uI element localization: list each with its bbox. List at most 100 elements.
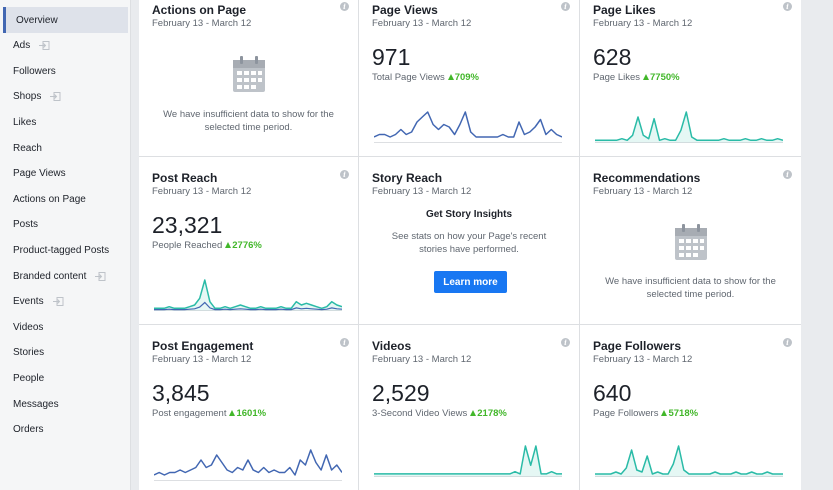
card-title: Story Reach bbox=[372, 171, 443, 185]
sidebar-item-actions-on-page[interactable]: Actions on Page bbox=[0, 187, 130, 213]
sidebar-item-branded-content[interactable]: Branded content bbox=[0, 263, 130, 289]
sidebar-item-label: Overview bbox=[16, 14, 58, 26]
learn-more-button[interactable]: Learn more bbox=[434, 271, 507, 293]
sparkline-secondary-series bbox=[154, 301, 342, 311]
sidebar-item-label: Messages bbox=[13, 398, 59, 410]
delta-value: 5718% bbox=[668, 408, 699, 419]
card-title: Page Likes bbox=[593, 3, 656, 17]
sidebar-item-label: Videos bbox=[13, 321, 44, 333]
sidebar-item-product-tagged-posts[interactable]: Product-tagged Posts bbox=[0, 238, 130, 264]
sparkline-series bbox=[595, 445, 783, 475]
calendar-icon bbox=[232, 55, 266, 98]
metric-delta: 7750% bbox=[643, 72, 680, 83]
metric-label: Page Likes bbox=[593, 72, 641, 83]
metric-label: People Reached bbox=[152, 240, 223, 251]
trend-up-icon bbox=[229, 410, 236, 416]
sidebar-item-label: Events bbox=[13, 296, 44, 308]
card-title: Recommendations bbox=[593, 171, 701, 185]
sidebar-item-events[interactable]: Events bbox=[0, 289, 130, 315]
sidebar-item-label: Orders bbox=[13, 424, 44, 436]
sidebar-item-label: Shops bbox=[13, 91, 42, 103]
sidebar-item-orders[interactable]: Orders bbox=[0, 417, 130, 443]
page-views-card[interactable]: Page Views February 13 - March 12 i 971 … bbox=[359, 0, 579, 156]
metric-label: Total Page Views bbox=[372, 72, 445, 83]
sparkline-area bbox=[374, 446, 562, 477]
metric-label-row: Page Followers 5718% bbox=[593, 408, 698, 419]
info-icon[interactable]: i bbox=[561, 338, 570, 347]
card-title: Page Followers bbox=[593, 339, 682, 353]
sidebar-item-stories[interactable]: Stories bbox=[0, 340, 130, 366]
post-engagement-card[interactable]: Post Engagement February 13 - March 12 i… bbox=[139, 325, 358, 490]
insights-sidebar: Overview Ads Followers Shops Likes Reach Page … bbox=[0, 0, 131, 490]
metric-value: 3,845 bbox=[152, 380, 210, 406]
sparkline-series bbox=[595, 111, 783, 142]
metric-value: 23,321 bbox=[152, 212, 223, 238]
info-icon[interactable]: i bbox=[783, 2, 792, 11]
sidebar-item-ads[interactable]: Ads bbox=[0, 33, 130, 59]
trend-up-icon bbox=[643, 74, 650, 80]
sidebar-item-label: Product-tagged Posts bbox=[13, 245, 110, 257]
trend-up-icon bbox=[661, 410, 668, 416]
recommendations-card: Recommendations February 13 - March 12 i… bbox=[580, 157, 801, 324]
sidebar-item-followers[interactable]: Followers bbox=[0, 59, 130, 85]
page-likes-card[interactable]: Page Likes February 13 - March 12 i 628 … bbox=[580, 0, 801, 156]
card-date-range: February 13 - March 12 bbox=[152, 18, 252, 29]
sidebar-item-label: Likes bbox=[13, 117, 37, 129]
sidebar-item-posts[interactable]: Posts bbox=[0, 212, 130, 238]
page-followers-sparkline bbox=[595, 445, 783, 477]
delta-value: 2178% bbox=[477, 408, 507, 419]
insufficient-data-message: We have insufficient data to show for th… bbox=[163, 109, 334, 133]
metric-label-row: People Reached 2776% bbox=[152, 240, 262, 251]
card-title: Post Reach bbox=[152, 171, 218, 185]
metric-label-row: Total Page Views 709% bbox=[372, 72, 479, 83]
sidebar-item-label: Page Views bbox=[13, 168, 66, 180]
metric-delta: 5718% bbox=[661, 408, 698, 419]
post-reach-sparkline bbox=[154, 279, 342, 311]
card-date-range: February 13 - March 12 bbox=[152, 186, 252, 197]
metric-delta: 2776% bbox=[225, 240, 262, 251]
card-date-range: February 13 - March 12 bbox=[372, 18, 472, 29]
sidebar-item-overview[interactable]: Overview bbox=[3, 7, 128, 33]
post-reach-card[interactable]: Post Reach February 13 - March 12 i 23,3… bbox=[139, 157, 358, 324]
sidebar-item-likes[interactable]: Likes bbox=[0, 110, 130, 136]
sidebar-item-people[interactable]: People bbox=[0, 366, 130, 392]
card-date-range: February 13 - March 12 bbox=[593, 18, 693, 29]
videos-card[interactable]: Videos February 13 - March 12 i 2,529 3-… bbox=[359, 325, 579, 490]
page-views-sparkline bbox=[374, 111, 562, 143]
trend-up-icon bbox=[470, 410, 477, 416]
sidebar-item-shops[interactable]: Shops bbox=[0, 84, 130, 110]
sparkline-series bbox=[154, 279, 342, 310]
external-link-icon bbox=[39, 41, 50, 51]
story-insights-description: See stats on how your Page's recent stor… bbox=[391, 231, 547, 255]
metric-delta: 1601% bbox=[229, 408, 266, 419]
sidebar-item-reach[interactable]: Reach bbox=[0, 135, 130, 161]
info-icon[interactable]: i bbox=[340, 338, 349, 347]
sidebar-item-label: Ads bbox=[13, 40, 31, 52]
sidebar-item-label: Posts bbox=[13, 219, 39, 231]
story-reach-card: Story Reach February 13 - March 12 Get S… bbox=[359, 157, 579, 324]
sparkline-series bbox=[374, 111, 562, 138]
info-icon[interactable]: i bbox=[340, 170, 349, 179]
sidebar-item-videos[interactable]: Videos bbox=[0, 315, 130, 341]
card-title: Page Views bbox=[372, 3, 438, 17]
sidebar-item-page-views[interactable]: Page Views bbox=[0, 161, 130, 187]
card-date-range: February 13 - March 12 bbox=[152, 354, 252, 365]
metric-delta: 2178% bbox=[470, 408, 507, 419]
info-icon[interactable]: i bbox=[783, 338, 792, 347]
actions-on-page-card: Actions on Page February 13 - March 12 i… bbox=[139, 0, 358, 156]
sidebar-item-label: People bbox=[13, 373, 45, 385]
metric-label: 3-Second Video Views bbox=[372, 408, 468, 419]
sidebar-item-label: Reach bbox=[13, 142, 42, 154]
sidebar-item-label: Followers bbox=[13, 65, 56, 77]
page-followers-card[interactable]: Page Followers February 13 - March 12 i … bbox=[580, 325, 801, 490]
metric-label: Post engagement bbox=[152, 408, 227, 419]
sidebar-item-messages[interactable]: Messages bbox=[0, 391, 130, 417]
info-icon[interactable]: i bbox=[561, 2, 570, 11]
metric-value: 640 bbox=[593, 380, 632, 406]
metric-label: Page Followers bbox=[593, 408, 659, 419]
delta-value: 7750% bbox=[650, 72, 680, 83]
delta-value: 1601% bbox=[236, 408, 267, 419]
sparkline-area bbox=[154, 280, 342, 311]
info-icon[interactable]: i bbox=[783, 170, 792, 179]
info-icon[interactable]: i bbox=[340, 2, 349, 11]
